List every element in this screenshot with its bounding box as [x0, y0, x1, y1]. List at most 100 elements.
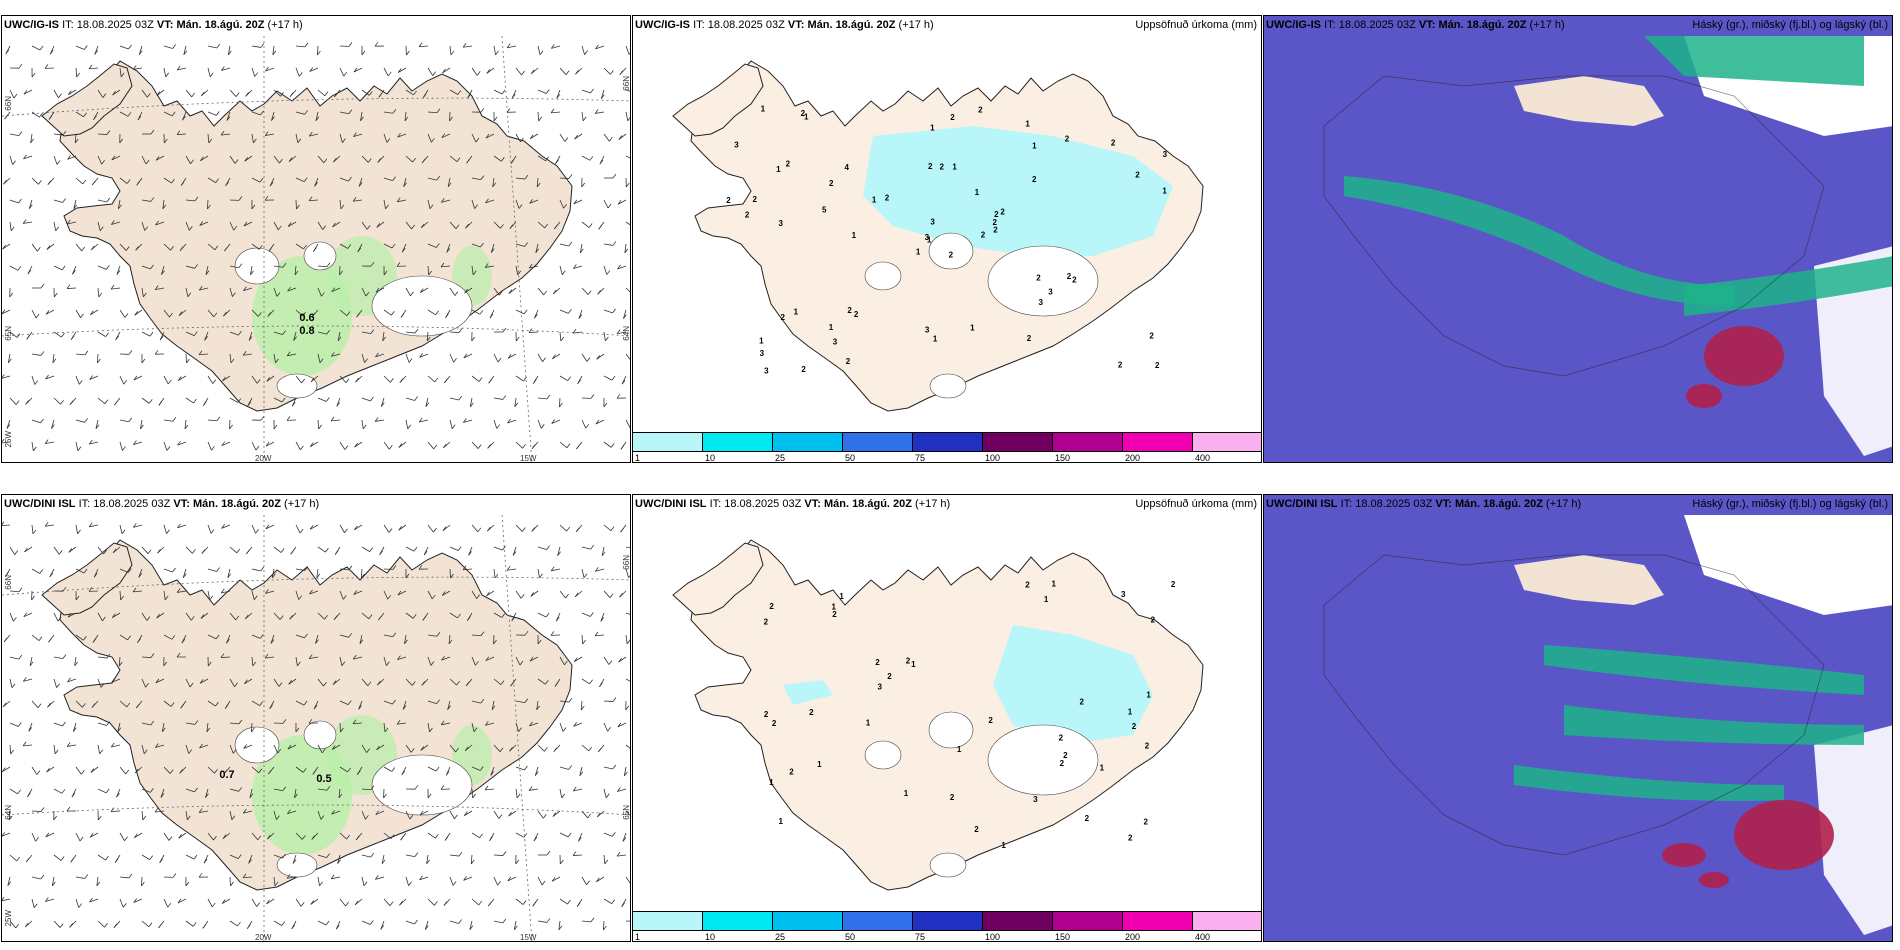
- wind-barb-flag: [585, 423, 590, 429]
- wind-barb: [490, 243, 495, 253]
- wind-barb-flag: [150, 129, 155, 135]
- wind-barb: [185, 854, 195, 860]
- precip-value: 1: [839, 592, 844, 601]
- wind-barb: [603, 766, 613, 770]
- wind-barb-flag: [268, 247, 273, 252]
- wind-barb-flag: [22, 677, 27, 682]
- wind-barb-flag: [429, 204, 434, 210]
- wind-barb: [2, 898, 11, 902]
- wind-barb-flag: [480, 175, 485, 180]
- wind-barb: [9, 744, 12, 755]
- wind-barb-flag: [589, 612, 594, 617]
- wind-barb: [75, 524, 78, 534]
- wind-barb: [617, 854, 627, 857]
- wind-barb: [529, 265, 539, 269]
- wind-barb-flag: [135, 246, 139, 251]
- wind-barb-flag: [308, 131, 313, 137]
- wind-barb-flag: [134, 768, 139, 774]
- wind-barb-flag: [182, 116, 186, 121]
- wind-barb-flag: [332, 222, 336, 228]
- wind-barb-flag: [39, 45, 44, 51]
- wind-barb-flag: [117, 204, 122, 210]
- wind-barb-flag: [205, 793, 209, 798]
- wind-barb: [97, 265, 107, 270]
- wind-barb-flag: [148, 922, 153, 928]
- wind-barb-flag: [7, 881, 12, 886]
- wind-barb-flag: [542, 357, 546, 363]
- wind-barb-flag: [93, 115, 97, 121]
- wind-barb: [625, 353, 630, 360]
- wind-barb-flag: [433, 527, 437, 533]
- wind-barb-flag: [227, 573, 232, 578]
- wind-barb: [9, 722, 19, 727]
- wind-barb: [31, 810, 42, 812]
- wind-barb: [559, 265, 563, 275]
- wind-barb: [595, 45, 605, 50]
- wind-barb-flag: [242, 351, 247, 356]
- wind-barb-flag: [83, 568, 88, 574]
- wind-barb: [603, 331, 606, 341]
- wind-barb-flag: [70, 335, 75, 340]
- wind-barb-flag: [561, 270, 566, 275]
- precip-value: 3: [1033, 795, 1038, 804]
- wind-barb-flag: [236, 548, 241, 554]
- wind-barb: [185, 221, 190, 231]
- precip-value: 2: [854, 310, 859, 319]
- wind-barb-flag: [431, 594, 436, 600]
- precip-value: 1: [970, 323, 975, 332]
- wind-barb-flag: [597, 747, 602, 753]
- wind-barb-flag: [435, 243, 440, 248]
- wind-barb-flag: [24, 922, 29, 928]
- wind-barb-flag: [524, 174, 529, 180]
- wind-barb-flag: [450, 50, 455, 56]
- wind-barb-flag: [376, 223, 381, 228]
- wind-barb: [221, 133, 231, 136]
- wind-barb: [251, 133, 254, 143]
- wind-barb-flag: [607, 727, 611, 732]
- colorbar-label: 150: [1055, 453, 1071, 463]
- wind-barb: [405, 810, 411, 820]
- wind-barb-flag: [410, 748, 415, 753]
- precip-value: 1: [1146, 690, 1151, 699]
- wind-barb-flag: [546, 850, 551, 856]
- precip-value: 1: [957, 745, 962, 754]
- wind-barb: [559, 243, 569, 247]
- wind-barb-flag: [616, 329, 621, 334]
- wind-barb-flag: [345, 901, 349, 907]
- wind-barb-flag: [620, 527, 624, 533]
- wind-barb: [96, 353, 99, 364]
- cloud-mid-band: [1644, 36, 1864, 86]
- wind-barb: [287, 287, 297, 292]
- wind-barb: [332, 221, 341, 228]
- wind-barb-flag: [36, 770, 41, 775]
- wind-barb: [177, 67, 187, 71]
- wind-barb-flag: [237, 854, 242, 859]
- wind-barb: [229, 221, 235, 231]
- wind-barb-flag: [484, 263, 489, 268]
- wind-barb-flag: [84, 874, 89, 879]
- wind-barb-flag: [54, 749, 59, 755]
- wind-barb: [185, 265, 195, 269]
- wind-barb-flag: [397, 132, 401, 138]
- lon-label: 15W: [520, 933, 537, 942]
- wind-barb-flag: [454, 814, 458, 820]
- wind-barb: [229, 546, 238, 554]
- wind-barb: [515, 243, 525, 247]
- wind-barb: [361, 546, 370, 552]
- wind-barb-flag: [224, 246, 228, 252]
- wind-barb-flag: [608, 137, 613, 142]
- wind-barb: [405, 612, 414, 619]
- wind-barb: [185, 920, 194, 927]
- wind-barb-flag: [104, 922, 108, 928]
- wind-barb: [360, 111, 363, 121]
- wind-barb: [249, 788, 253, 798]
- colorbar-swatch: [1123, 912, 1193, 930]
- wind-barb: [581, 810, 589, 819]
- precip-value: 1: [1025, 120, 1030, 129]
- precip-value: 1: [829, 323, 834, 332]
- wind-barb: [331, 419, 341, 422]
- wind-barb-flag: [362, 424, 367, 430]
- wind-barb-flag: [70, 858, 75, 863]
- wind-barb-flag: [46, 767, 50, 773]
- wind-barb: [603, 788, 607, 798]
